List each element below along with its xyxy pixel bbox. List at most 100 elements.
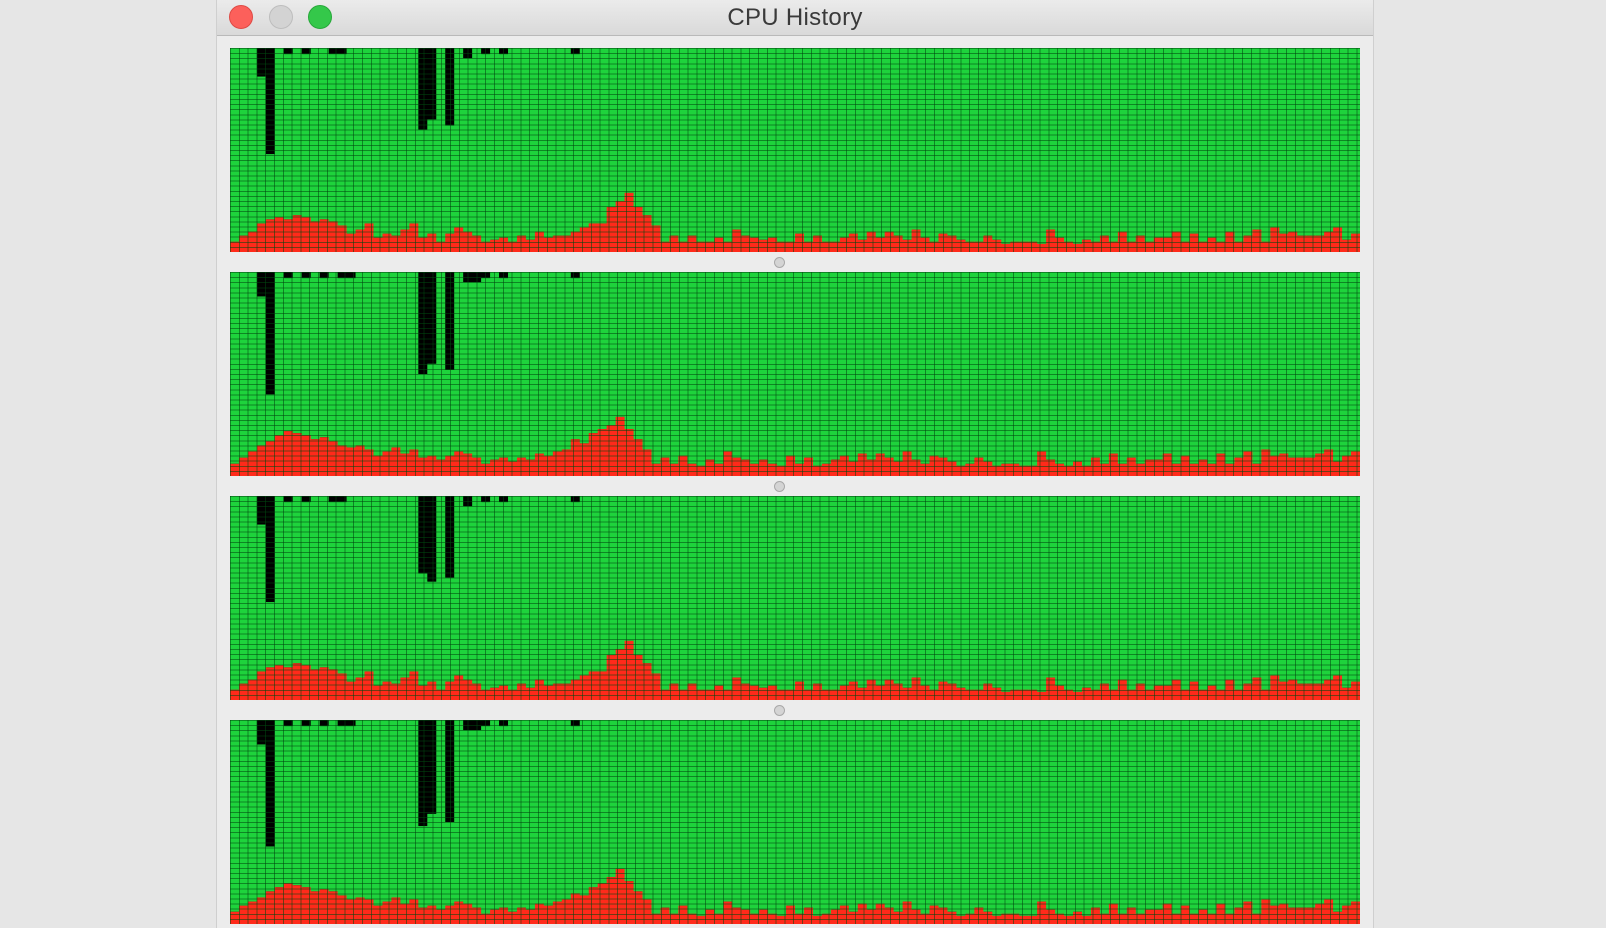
system-bar xyxy=(884,907,895,924)
idle-bar xyxy=(1162,48,1173,238)
system-bar xyxy=(1252,229,1262,252)
system-bar xyxy=(750,463,760,476)
system-bar xyxy=(1261,449,1271,476)
idle-bar xyxy=(301,502,312,666)
idle-bar xyxy=(696,272,706,466)
idle-bar xyxy=(472,496,482,684)
user-bar xyxy=(328,48,339,55)
system-bar xyxy=(597,883,608,924)
system-bar xyxy=(687,235,697,252)
split-divider[interactable] xyxy=(217,252,1373,272)
system-bar xyxy=(1001,243,1011,252)
system-bar xyxy=(1288,679,1298,700)
idle-bar xyxy=(1055,720,1065,914)
system-bar xyxy=(723,241,733,252)
idle-bar xyxy=(373,496,383,686)
system-bar xyxy=(768,685,778,700)
minimize-button[interactable] xyxy=(269,5,293,29)
idle-bar xyxy=(597,496,608,672)
idle-bar xyxy=(1216,496,1226,690)
idle-bar xyxy=(651,48,661,226)
system-bar xyxy=(292,885,303,924)
idle-bar xyxy=(956,272,966,466)
idle-bar xyxy=(947,48,957,236)
idle-bar xyxy=(409,720,419,900)
idle-bar xyxy=(1261,720,1271,900)
idle-bar xyxy=(292,496,303,664)
idle-bar xyxy=(588,48,599,224)
system-bar xyxy=(633,891,644,924)
idle-bar xyxy=(606,48,617,208)
idle-bar xyxy=(247,272,258,452)
idle-bar xyxy=(687,272,697,464)
system-bar xyxy=(920,237,931,252)
idle-bar xyxy=(678,496,688,690)
system-bar xyxy=(1180,905,1191,924)
system-bar xyxy=(445,455,455,476)
system-bar xyxy=(337,445,348,476)
system-bar xyxy=(445,905,455,924)
idle-bar xyxy=(768,720,778,914)
idle-bar xyxy=(884,496,895,680)
idle-bar xyxy=(1297,720,1307,908)
system-bar xyxy=(355,445,366,476)
system-bar xyxy=(1315,453,1325,476)
idle-bar xyxy=(346,496,357,682)
idle-bar xyxy=(337,502,348,674)
system-bar xyxy=(1198,909,1209,924)
idle-bar xyxy=(1216,48,1226,242)
idle-bar xyxy=(687,48,697,236)
system-bar xyxy=(678,241,688,252)
idle-bar xyxy=(328,502,339,670)
system-bar xyxy=(615,868,626,924)
system-bar xyxy=(1288,457,1298,476)
zoom-button[interactable] xyxy=(308,5,332,29)
system-bar xyxy=(256,897,267,924)
system-bar xyxy=(1081,915,1092,924)
user-bar xyxy=(463,496,473,507)
system-bar xyxy=(400,677,410,700)
system-bar xyxy=(759,909,769,924)
idle-bar xyxy=(481,54,491,242)
idle-bar xyxy=(1333,720,1343,912)
system-bar xyxy=(1324,899,1334,924)
divider-handle-icon[interactable] xyxy=(774,481,785,492)
idle-bar xyxy=(759,272,769,460)
system-bar xyxy=(1279,453,1289,476)
split-divider[interactable] xyxy=(217,476,1373,496)
system-bar xyxy=(508,241,518,252)
user-bar xyxy=(481,48,491,55)
system-bar xyxy=(436,689,446,700)
idle-bar xyxy=(875,48,886,238)
idle-bar xyxy=(723,48,733,242)
idle-bar xyxy=(750,496,760,686)
system-bar xyxy=(1225,231,1235,252)
system-bar xyxy=(355,229,366,252)
idle-bar xyxy=(768,272,778,464)
idle-bar xyxy=(427,813,437,906)
split-divider[interactable] xyxy=(217,700,1373,720)
title-bar[interactable]: CPU History xyxy=(217,0,1373,36)
idle-bar xyxy=(1342,720,1352,906)
idle-bar xyxy=(696,496,706,690)
idle-bar xyxy=(1073,48,1083,244)
system-bar xyxy=(516,683,527,700)
close-button[interactable] xyxy=(229,5,253,29)
system-bar xyxy=(409,671,419,700)
idle-bar xyxy=(1198,272,1209,460)
system-bar xyxy=(812,235,823,252)
system-bar xyxy=(1010,241,1020,252)
user-bar xyxy=(418,496,428,574)
idle-bar xyxy=(472,730,482,908)
idle-bar xyxy=(391,48,401,236)
system-bar xyxy=(418,907,428,924)
system-bar xyxy=(705,459,715,476)
system-bar xyxy=(1144,241,1155,252)
divider-handle-icon[interactable] xyxy=(774,705,785,716)
idle-bar xyxy=(1099,720,1110,914)
idle-bar xyxy=(490,48,500,240)
idle-bar xyxy=(866,496,877,680)
system-bar xyxy=(938,457,948,476)
divider-handle-icon[interactable] xyxy=(774,257,785,268)
user-bar xyxy=(499,48,509,55)
